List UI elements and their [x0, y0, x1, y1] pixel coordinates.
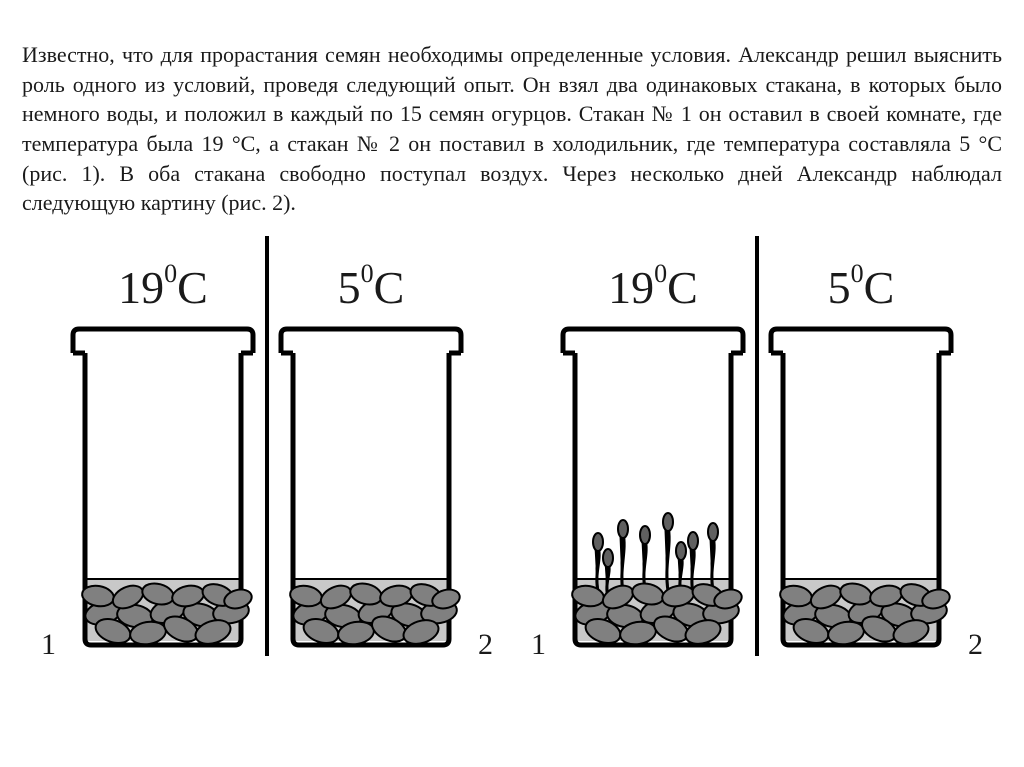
beaker-number: 1: [41, 628, 56, 662]
beaker-svg: [553, 321, 753, 651]
temperature-label: 50C: [338, 265, 405, 311]
beaker-svg: [271, 321, 471, 651]
beaker-unit: 190C 1: [553, 265, 753, 656]
beaker-unit: 190C 1: [63, 265, 263, 656]
temperature-label: 190C: [118, 265, 208, 311]
beaker-pair: 190C 150C 2: [553, 236, 961, 656]
figure-row: 190C 150C 2190C: [22, 236, 1002, 656]
temperature-label: 50C: [828, 265, 895, 311]
beaker-number: 1: [531, 628, 546, 662]
beaker-wrap: 2: [761, 321, 961, 656]
beaker-wrap: 1: [553, 321, 753, 656]
beaker-number: 2: [478, 628, 493, 662]
beaker-unit: 50C 2: [271, 265, 471, 656]
beaker-svg: [63, 321, 263, 651]
beaker-wrap: 2: [271, 321, 471, 656]
description-text: Известно, что для прорастания семян необ…: [22, 40, 1002, 218]
temperature-label: 190C: [608, 265, 698, 311]
divider: [755, 236, 759, 656]
divider: [265, 236, 269, 656]
beaker-number: 2: [968, 628, 983, 662]
beaker-unit: 50C 2: [761, 265, 961, 656]
beaker-pair: 190C 150C 2: [63, 236, 471, 656]
beaker-wrap: 1: [63, 321, 263, 656]
beaker-svg: [761, 321, 961, 651]
